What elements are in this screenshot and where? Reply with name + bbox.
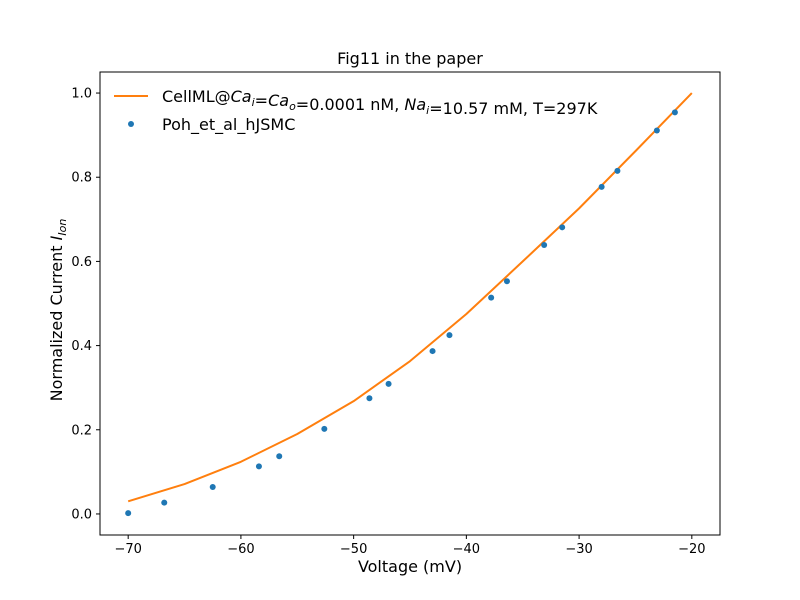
chart-title: Fig11 in the paper <box>337 49 483 68</box>
legend-point-swatch <box>128 121 134 127</box>
x-tick-label: −70 <box>114 542 141 557</box>
data-point <box>446 332 453 339</box>
y-tick-label: 0.6 <box>71 255 92 270</box>
y-axis-title-main: Normalized Current <box>47 245 66 401</box>
y-tick-label: 1.0 <box>71 87 92 102</box>
plot-area <box>125 92 693 517</box>
data-point <box>614 167 621 174</box>
data-point <box>321 425 328 432</box>
x-tick-label: −40 <box>453 542 480 557</box>
data-point <box>276 453 283 460</box>
y-tick-label: 0.0 <box>71 507 92 522</box>
legend: CellML@Cai=Cao=0.0001 nM, Nai=10.57 mM, … <box>114 87 598 135</box>
legend-label-cellml: CellML@Cai=Cao=0.0001 nM, Nai=10.57 mM, … <box>162 87 598 118</box>
y-axis-title: Normalized Current IIon <box>47 219 69 402</box>
y-tick-label: 0.8 <box>71 171 92 186</box>
data-point <box>503 278 510 285</box>
series-line-cellml <box>127 92 693 503</box>
data-point <box>366 395 373 402</box>
data-point <box>653 127 660 134</box>
data-point <box>161 499 168 506</box>
data-point <box>541 241 548 248</box>
data-point <box>559 224 566 231</box>
axes: −70 −60 −50 −40 −30 −20 0.0 0.2 0.4 0.6 0.8 1.0 <box>71 71 721 557</box>
x-tick-label: −50 <box>340 542 367 557</box>
y-axis-title-symbol: I <box>47 235 66 240</box>
data-point <box>671 109 678 116</box>
data-point <box>429 348 436 355</box>
x-axis-title: Voltage (mV) <box>358 557 462 576</box>
y-tick-label: 0.4 <box>71 339 92 354</box>
x-tick-label: −60 <box>227 542 254 557</box>
data-point <box>209 484 216 491</box>
data-point <box>598 183 605 190</box>
data-point <box>385 380 392 387</box>
series-points-poh <box>125 109 678 517</box>
data-point <box>125 510 132 517</box>
y-tick-label: 0.2 <box>71 423 92 438</box>
data-point <box>488 294 495 301</box>
data-point <box>255 463 262 470</box>
legend-label-poh: Poh_et_al_hJSMC <box>162 115 295 135</box>
x-tick-label: −20 <box>678 542 705 557</box>
plot-frame <box>99 71 721 536</box>
y-axis-title-subscript: Ion <box>56 219 69 236</box>
x-tick-label: −30 <box>565 542 592 557</box>
